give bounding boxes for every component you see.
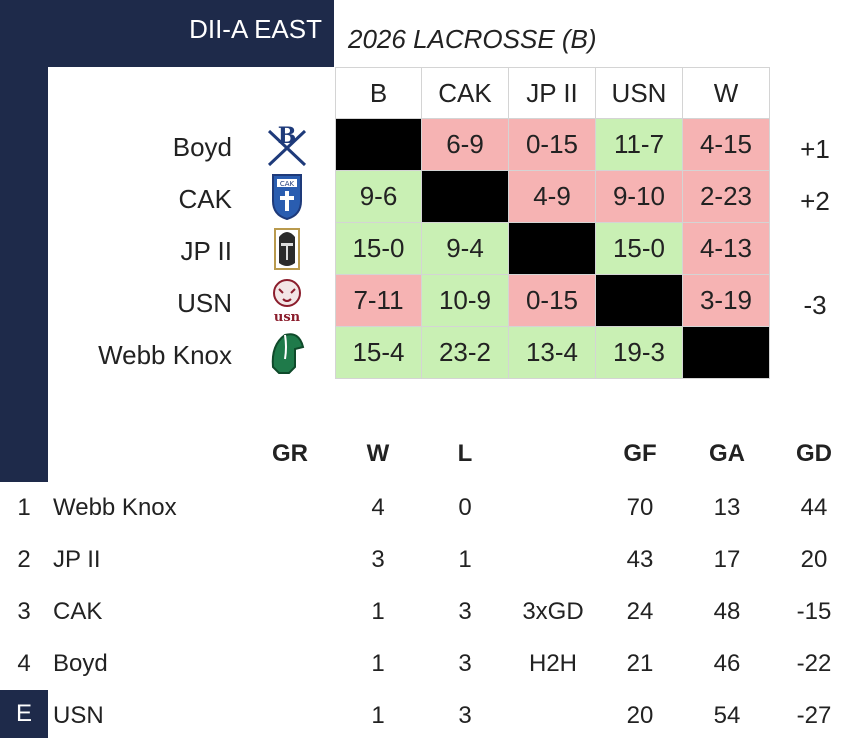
cell-webb-usn: 19-3 [596,327,683,379]
cell-cak-b: 9-6 [335,171,422,223]
cell-usn-w: 3-19 [683,275,770,327]
cell-boyd-w: 4-15 [683,119,770,171]
standings-wins: 4 [371,494,385,521]
standings-team: JP II [53,546,101,573]
standings-rank: 4 [17,650,31,677]
standings-gf: 70 [626,494,654,521]
standings-rank: 2 [17,546,31,573]
cell-cak-w: 2-23 [683,171,770,223]
svg-text:usn: usn [274,310,301,325]
standings-ga: 46 [713,650,741,677]
cell-boyd-cak: 6-9 [422,119,509,171]
cell-cak-jp2: 4-9 [509,171,596,223]
standings-header-ga: GA [709,440,745,467]
division-title: DII-A EAST [189,14,322,44]
jp2-knight-helmet-logo [265,223,309,273]
usn-tiger-logo: usn [265,275,309,325]
cell-jp2-cak: 9-4 [422,223,509,275]
cell-usn-jp2: 0-15 [509,275,596,327]
cell-webb-b: 15-4 [335,327,422,379]
col-header-jp2: JP II [509,67,596,119]
standings-ga: 48 [713,598,741,625]
season-title: 2026 LACROSSE (B) [348,24,597,54]
standings-gd: 44 [800,494,828,521]
cell-boyd-b [335,119,422,171]
standings-tiebreak: H2H [528,650,577,677]
standings-ga: 17 [713,546,741,573]
col-header-usn: USN [596,67,683,119]
standings-gf: 43 [626,546,654,573]
standings-losses: 3 [458,650,472,677]
standings-gf: 21 [626,650,654,677]
standings-wins: 1 [371,598,385,625]
standings-gd: -22 [796,650,832,677]
standings-wins: 1 [371,702,385,729]
side-bar [0,0,48,482]
standings-gf: 20 [626,702,654,729]
col-header-cak: CAK [422,67,509,119]
cell-jp2-usn: 15-0 [596,223,683,275]
row-label-boyd: Boyd [172,132,232,162]
svg-text:B: B [278,123,297,149]
cell-cak-usn: 9-10 [596,171,683,223]
standings-gd: 20 [800,546,828,573]
standings-team: CAK [53,598,103,625]
standings-wins: 3 [371,546,385,573]
cell-usn-usn [596,275,683,327]
standings-gf: 24 [626,598,654,625]
standings-header-gd: GD [796,440,832,467]
standings-rank-eliminated: E [0,690,48,738]
standings-gd: -27 [796,702,832,729]
col-header-b: B [335,67,422,119]
row-label-jp2: JP II [180,236,232,266]
cell-webb-jp2: 13-4 [509,327,596,379]
diff-usn: -3 [803,290,827,320]
standings-losses: 3 [458,598,472,625]
cell-jp2-jp2 [509,223,596,275]
standings-header-gr: GR [272,440,308,467]
boyd-crossed-swords-logo: B [265,119,309,169]
cell-jp2-b: 15-0 [335,223,422,275]
standings-ga: 13 [713,494,741,521]
standings-wins: 1 [371,650,385,677]
standings-header-w: W [366,440,390,467]
cell-boyd-jp2: 0-15 [509,119,596,171]
cell-cak-cak [422,171,509,223]
standings-rank: 1 [17,494,31,521]
standings-losses: 0 [458,494,472,521]
standings-header-l: L [457,440,473,467]
cell-webb-w [683,327,770,379]
row-label-usn: USN [177,288,232,318]
header-bar [0,0,334,67]
cak-shield-logo: CAK [265,171,309,221]
standings-losses: 1 [458,546,472,573]
col-header-w: W [683,67,770,119]
cell-usn-cak: 10-9 [422,275,509,327]
standings-losses: 3 [458,702,472,729]
standings-team: USN [53,702,104,729]
standings-header-gf: GF [623,440,657,467]
standings-ga: 54 [713,702,741,729]
standings-gd: -15 [796,598,832,625]
diff-cak: +2 [800,186,830,216]
row-label-cak: CAK [178,184,232,214]
webb-spartan-helmet-logo [265,327,309,377]
standings-rank: 3 [17,598,31,625]
cell-boyd-usn: 11-7 [596,119,683,171]
diff-boyd: +1 [800,134,830,164]
cell-usn-b: 7-11 [335,275,422,327]
svg-text:CAK: CAK [280,180,295,188]
standings-team: Boyd [53,650,108,677]
standings-team: Webb Knox [53,494,177,521]
row-label-webb-knox: Webb Knox [98,340,232,370]
standings-tiebreak: 3xGD [522,598,584,625]
cell-jp2-w: 4-13 [683,223,770,275]
cell-webb-cak: 23-2 [422,327,509,379]
